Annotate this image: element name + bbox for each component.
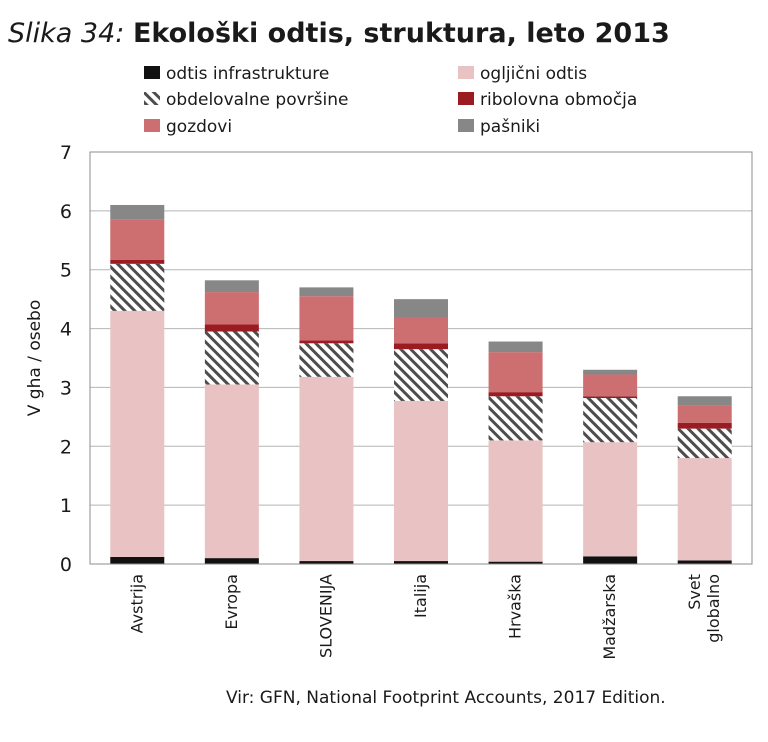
y-tick-label: 3	[60, 377, 72, 399]
x-tick-label: Avstrija	[127, 574, 146, 633]
bar-segment-gozdovi	[299, 296, 354, 341]
bar-segment-obdelovalne-povrsine	[204, 331, 259, 385]
bar-segment-pasniki	[394, 299, 448, 318]
y-tick-label: 6	[60, 201, 72, 223]
y-tick-label: 7	[60, 142, 72, 164]
legend-label: gozdovi	[166, 117, 232, 137]
x-tick-label: Italija	[411, 574, 430, 618]
legend-swatch-pasniki	[458, 119, 474, 132]
bar-segment-pasniki	[204, 280, 259, 293]
legend-label: ribolovna območja	[480, 90, 637, 110]
bar-segment-odtis-infrastrukture	[394, 561, 448, 564]
bar-segment-gozdovi	[394, 317, 448, 344]
bar-stack	[488, 341, 543, 564]
bar-segment-gozdovi	[204, 292, 259, 325]
bar-stack	[583, 369, 638, 564]
bar-segment-odtis-infrastrukture	[583, 556, 638, 564]
legend: odtis infrastrukture obdelovalne površine…	[144, 64, 637, 137]
bar-segment-odtis-infrastrukture	[677, 560, 732, 564]
y-tick-label: 2	[60, 436, 72, 458]
bar-segment-ogljicni-odtis	[394, 400, 448, 562]
legend-label: obdelovalne površine	[166, 90, 348, 110]
legend-swatch-ogljicni-odtis	[458, 66, 474, 79]
legend-swatch-obdelovalne-povrsine	[144, 92, 160, 105]
bar-segment-ogljicni-odtis	[110, 310, 165, 557]
bar-segment-gozdovi	[488, 352, 543, 393]
x-tick-label: globalno	[704, 574, 723, 643]
y-axis: 0 1 2 3 4 5 6 7	[60, 142, 72, 576]
x-tick-label: SLOVENIJA	[316, 574, 335, 658]
bar-segment-odtis-infrastrukture	[488, 561, 543, 564]
bars	[110, 204, 732, 564]
bar-segment-pasniki	[583, 369, 638, 375]
plot-frame	[89, 151, 753, 565]
bar-segment-ribolovna-obmocja	[488, 392, 543, 397]
y-tick-label: 0	[60, 554, 72, 576]
figure-title-text: Ekološki odtis, struktura, leto 2013	[132, 18, 670, 49]
bar-segment-pasniki	[299, 287, 354, 297]
legend-swatch-gozdovi	[144, 119, 160, 132]
bar-segment-ribolovna-obmocja	[110, 259, 165, 264]
bar-segment-ribolovna-obmocja	[394, 343, 448, 350]
bar-segment-obdelovalne-povrsine	[299, 343, 354, 377]
bar-segment-pasniki	[677, 396, 732, 406]
legend-swatch-odtis-infrastrukture	[144, 66, 160, 79]
x-axis: Avstrija Evropa SLOVENIJA Italija Hrvaška Mad…	[127, 574, 723, 660]
y-axis-label: V gha / osebo	[25, 300, 45, 416]
x-tick-label: Evropa	[222, 574, 241, 630]
bar-segment-pasniki	[488, 341, 543, 353]
bar-stack	[204, 280, 259, 564]
bar-segment-ogljicni-odtis	[583, 442, 638, 557]
bar-segment-odtis-infrastrukture	[299, 561, 354, 564]
bar-segment-ribolovna-obmocja	[299, 340, 354, 344]
figure-title: Slika 34: Ekološki odtis, struktura, let…	[8, 18, 670, 49]
bar-stack	[299, 287, 354, 564]
bar-segment-odtis-infrastrukture	[110, 556, 165, 564]
y-tick-label: 1	[60, 495, 72, 517]
x-tick-label: Madžarska	[600, 574, 619, 660]
source-note: Vir: GFN, National Footprint Accounts, 2…	[226, 688, 666, 708]
x-tick-label: Svet	[685, 574, 704, 610]
bar-segment-gozdovi	[583, 374, 638, 397]
bar-segment-gozdovi	[110, 219, 165, 260]
bar-segment-obdelovalne-povrsine	[488, 396, 543, 441]
y-tick-label: 4	[60, 319, 72, 341]
bar-segment-gozdovi	[677, 405, 732, 423]
bar-segment-obdelovalne-povrsine	[677, 428, 732, 459]
bar-stack	[394, 299, 448, 564]
bar-segment-ogljicni-odtis	[677, 458, 732, 561]
bar-segment-obdelovalne-povrsine	[394, 349, 448, 401]
bar-segment-obdelovalne-povrsine	[583, 398, 638, 443]
bar-segment-ribolovna-obmocja	[204, 324, 259, 332]
bar-segment-ogljicni-odtis	[299, 376, 354, 562]
legend-label: odtis infrastrukture	[166, 64, 329, 84]
legend-swatch-ribolovna-obmocja	[458, 92, 474, 105]
figure-number: Slika 34:	[8, 18, 125, 49]
legend-label: ogljični odtis	[480, 64, 587, 84]
bar-segment-obdelovalne-povrsine	[110, 263, 165, 311]
bar-segment-ogljicni-odtis	[488, 440, 543, 562]
bar-segment-ogljicni-odtis	[204, 384, 259, 559]
bar-segment-ribolovna-obmocja	[583, 396, 638, 399]
bar-stack	[110, 204, 165, 564]
y-tick-label: 5	[60, 260, 72, 282]
x-tick-label: Hrvaška	[506, 574, 525, 639]
bar-segment-odtis-infrastrukture	[204, 558, 259, 564]
bar-segment-pasniki	[110, 204, 165, 220]
bar-stack	[677, 396, 732, 564]
bar-segment-ribolovna-obmocja	[677, 422, 732, 429]
legend-label: pašniki	[480, 117, 540, 137]
